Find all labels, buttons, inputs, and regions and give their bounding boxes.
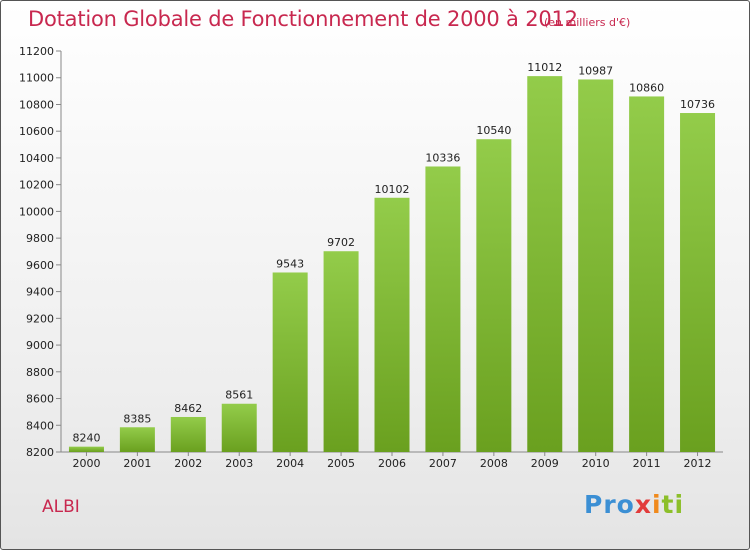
bar-2009: [527, 76, 563, 452]
y-tick-label: 8800: [26, 366, 54, 379]
logo-part-2: x: [634, 490, 652, 519]
y-tick-label: 9000: [26, 339, 54, 352]
y-tick-label: 9800: [26, 232, 54, 245]
y-tick-label: 10000: [19, 205, 54, 218]
x-tick-label: 2000: [72, 457, 100, 470]
value-label: 9702: [327, 236, 355, 249]
y-tick-label: 8200: [26, 446, 54, 459]
x-tick-label: 2004: [276, 457, 304, 470]
y-tick-label: 10200: [19, 179, 54, 192]
x-tick-label: 2011: [633, 457, 661, 470]
value-label: 10540: [476, 124, 511, 137]
x-tick-label: 2007: [429, 457, 457, 470]
value-label: 10860: [629, 81, 664, 94]
value-label: 10987: [578, 64, 613, 77]
y-tick-label: 10400: [19, 152, 54, 165]
x-tick-label: 2010: [582, 457, 610, 470]
x-tick-label: 2003: [225, 457, 253, 470]
y-tick-label: 9200: [26, 312, 54, 325]
y-tick-label: 11000: [19, 72, 54, 85]
bar-2004: [272, 272, 308, 452]
value-label: 10736: [680, 98, 715, 111]
bar-2006: [374, 197, 410, 452]
bar-2000: [68, 446, 104, 452]
bar-2001: [119, 427, 155, 452]
x-tick-label: 2006: [378, 457, 406, 470]
bar-2005: [323, 251, 359, 452]
value-label: 10102: [375, 183, 410, 196]
value-label: 8240: [72, 432, 100, 445]
bar-2008: [476, 139, 512, 452]
chart-title: Dotation Globale de Fonctionnement de 20…: [28, 7, 578, 31]
bar-2011: [629, 96, 665, 453]
bar-2010: [578, 79, 614, 452]
y-tick-label: 9600: [26, 259, 54, 272]
proxiti-logo[interactable]: Proxiti: [584, 490, 684, 519]
value-label: 8385: [123, 412, 151, 425]
x-tick-label: 2012: [684, 457, 712, 470]
value-label: 9543: [276, 257, 304, 270]
bar-2007: [425, 166, 461, 452]
x-tick-label: 2009: [531, 457, 559, 470]
x-tick-label: 2005: [327, 457, 355, 470]
value-label: 10336: [425, 151, 460, 164]
x-tick-label: 2002: [174, 457, 202, 470]
y-tick-label: 10600: [19, 125, 54, 138]
y-tick-label: 10800: [19, 98, 54, 111]
bar-2002: [170, 416, 206, 452]
y-tick-label: 8600: [26, 393, 54, 406]
value-label: 8561: [225, 389, 253, 402]
logo-part-4: ti: [661, 490, 685, 519]
value-label: 11012: [527, 61, 562, 74]
bar-2003: [221, 403, 257, 452]
chart-subtitle: (en milliers d'€): [544, 16, 631, 29]
y-tick-label: 8400: [26, 419, 54, 432]
logo-part-3: i: [651, 490, 662, 519]
x-tick-label: 2001: [123, 457, 151, 470]
bar-2012: [680, 113, 716, 452]
y-tick-label: 11200: [19, 45, 54, 58]
x-tick-label: 2008: [480, 457, 508, 470]
value-label: 8462: [174, 402, 202, 415]
logo-part-1: Pro: [584, 490, 635, 519]
place-name: ALBI: [42, 497, 80, 517]
y-tick-label: 9400: [26, 286, 54, 299]
